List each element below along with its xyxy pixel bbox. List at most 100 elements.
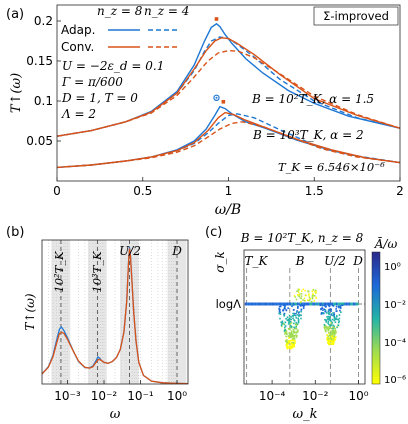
panel-a-series-line	[57, 121, 400, 169]
panel-c-cell	[335, 310, 338, 312]
colorbar-tick-2: 10⁻⁴	[384, 338, 406, 349]
panel-c-cell	[295, 334, 297, 336]
panel-c-cell	[334, 329, 337, 332]
panel-c-cell	[284, 321, 287, 324]
panel-c-cell	[287, 342, 290, 345]
panel-c-cell	[288, 302, 290, 306]
legend-conv-label: Conv.	[61, 40, 94, 54]
panel-c-cell	[320, 308, 322, 311]
panel-c-cell	[322, 302, 324, 306]
panel-c-cell	[281, 302, 283, 306]
panel-c-cell	[291, 334, 293, 337]
panel-c-cell	[266, 302, 268, 306]
panel-c-cell	[323, 327, 326, 330]
panel-c-cell	[293, 340, 295, 342]
panel-c-cell	[271, 302, 273, 306]
panel-c-cell	[293, 322, 295, 325]
panel-c-cell	[328, 308, 331, 311]
panel-b-xtick-label: 10⁻¹	[127, 389, 154, 403]
panel-c-cell	[270, 302, 272, 306]
panel-c-cell	[286, 347, 289, 350]
panel-c-cell	[298, 294, 301, 296]
panel-c-cell	[324, 309, 327, 311]
panel-c-cell	[331, 335, 333, 338]
panel-c-cell	[333, 314, 335, 317]
panel-c-cell	[291, 305, 293, 308]
panel-c-cell	[284, 340, 287, 343]
panel-c-cell	[330, 308, 333, 311]
panel-c-cell	[293, 314, 296, 316]
annotation-b-100tk: B = 10²T_K, α = 1.5	[251, 92, 374, 106]
panel-c-cell	[309, 302, 311, 306]
annotation-tk: T_K = 6.546×10⁻⁶	[278, 160, 385, 174]
panel-c-cell	[327, 320, 330, 323]
panel-c-cell	[299, 293, 301, 295]
panel-a-series-line	[57, 49, 400, 137]
panel-c-cell	[319, 304, 322, 307]
panel-c-cell	[283, 330, 286, 332]
panel-c-cell	[293, 337, 295, 339]
panel-c-cell	[333, 330, 335, 333]
colorbar	[371, 251, 381, 385]
panel-c-cell	[286, 332, 288, 335]
panel-c-cell	[292, 309, 295, 311]
panel-c-cell	[300, 293, 303, 295]
panel-c-cell	[332, 341, 334, 343]
panel-c-cell	[295, 336, 298, 339]
panel-c-cell	[311, 296, 314, 299]
panel-c-ticks: 10⁻⁴ 10⁻² 10⁰	[259, 380, 369, 403]
panel-a-ytick-label: 0.15	[26, 54, 53, 68]
panel-c-cell	[294, 314, 297, 317]
panel-c-cell	[279, 313, 282, 315]
panel-a-marker	[214, 17, 219, 21]
panel-c-cell	[288, 340, 290, 342]
panel-c-cell	[290, 321, 293, 324]
panel-c-cell	[332, 305, 335, 307]
param-gamma: Γ = π/600	[61, 75, 123, 89]
panel-c-cell	[333, 325, 335, 328]
panel-c-cell	[290, 316, 292, 318]
panel-c-cell	[313, 300, 315, 302]
panel-c-cell	[291, 346, 294, 349]
panel-c-cell	[284, 326, 286, 329]
panel-c-title: B = 10²T_K, n_z = 8	[240, 231, 364, 245]
panel-c-cell	[339, 305, 342, 307]
panel-c-cell	[348, 302, 350, 306]
panel-c-cell	[354, 302, 356, 306]
panel-c-cell	[301, 290, 303, 292]
panel-c-cell	[288, 332, 291, 335]
panel-c-cell	[291, 335, 294, 338]
panel-c-cell	[332, 331, 335, 334]
panel-c-cell	[316, 302, 318, 306]
panel-c-cell	[280, 325, 283, 328]
panel-b: (b) 10⁻³ 10⁻² 10⁻¹ 10⁰ 10²T_K 10³T_K U/2 D …	[6, 225, 189, 422]
panel-a-ytick-label: 0.05	[26, 134, 53, 148]
panel-c-cell	[333, 315, 336, 318]
panel-c-ylabel: σ_k	[213, 251, 227, 272]
panel-c-cell	[334, 331, 336, 334]
panel-c-cell	[328, 323, 330, 326]
panel-a-marker	[213, 94, 220, 102]
panel-c-cell	[286, 339, 288, 341]
panel-c-cell	[296, 290, 298, 293]
panel-c-cell	[312, 302, 314, 306]
panel-c-cell	[287, 341, 290, 343]
panel-c-xlabel: ω_k	[293, 407, 318, 422]
panel-c-cell	[286, 345, 288, 348]
panel-c-cell	[275, 302, 278, 306]
panel-c-cell	[352, 302, 355, 306]
colorbar-tick-0: 10⁰	[384, 262, 401, 273]
panel-c-cell	[330, 302, 332, 306]
panel-c-cell	[327, 315, 330, 318]
panel-c-cell	[323, 324, 326, 327]
panel-c-cell	[287, 319, 290, 321]
panel-c-cell	[292, 302, 294, 306]
panel-c-cell	[289, 333, 292, 336]
panel-c-cell	[298, 288, 301, 291]
panel-c-cell	[327, 338, 330, 340]
panel-c-cell	[287, 335, 290, 337]
panel-c-cell	[298, 311, 300, 313]
panel-c-cell	[301, 304, 303, 307]
panel-c-cell	[291, 302, 293, 306]
panel-c-cell	[301, 302, 303, 306]
